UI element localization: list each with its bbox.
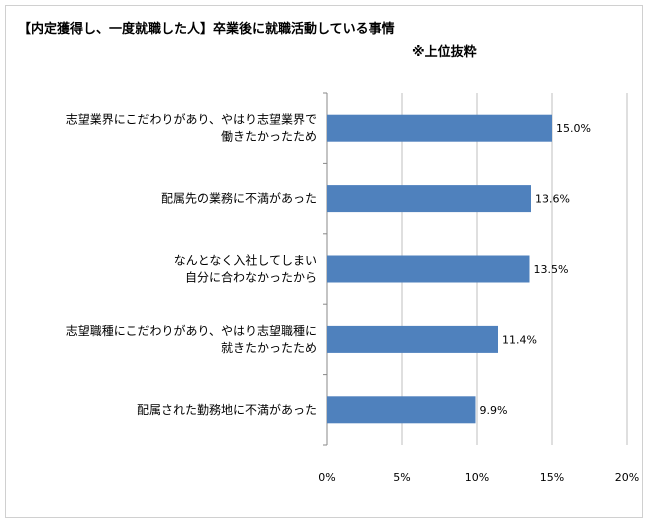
x-tick-label-10%: 10% — [465, 471, 489, 484]
bar-2 — [327, 185, 531, 213]
category-label-3-line-2: 自分に合わなかったから — [185, 270, 317, 285]
bar-5 — [327, 396, 476, 424]
x-tick-label-0%: 0% — [318, 471, 335, 484]
x-tick-label-15%: 15% — [540, 471, 564, 484]
category-label-2-line-1: 配属先の業務に不満があった — [161, 191, 317, 206]
category-label-1-line-1: 志望業界にこだわりがあり、やはり志望業界で — [66, 112, 317, 127]
category-label-1-line-2: 働きたかったため — [221, 130, 317, 144]
category-label-4-line-1: 志望職種にこだわりがあり、やはり志望職種に — [66, 323, 317, 338]
x-tick-label-5%: 5% — [393, 471, 410, 484]
bar-4 — [327, 325, 498, 353]
value-label-2: 13.6% — [535, 193, 570, 206]
value-label-4: 11.4% — [502, 333, 537, 346]
value-label-1: 15.0% — [556, 122, 591, 135]
x-tick-label-20%: 20% — [615, 471, 639, 484]
category-label-5-line-1: 配属された勤務地に不満があった — [137, 402, 317, 417]
bar-1 — [327, 114, 552, 142]
value-label-5: 9.9% — [480, 404, 508, 417]
chart-subtitle: ※上位抜粋 — [412, 45, 477, 60]
chart-title: 【内定獲得し、一度就職した人】卒業後に就職活動している事情 — [18, 22, 395, 37]
value-label-3: 13.5% — [534, 263, 569, 276]
chart-frame — [5, 5, 643, 518]
category-label-3-line-1: なんとなく入社してしまい — [174, 253, 317, 268]
bar-3 — [327, 255, 530, 283]
category-label-4-line-2: 就きたかったため — [221, 341, 317, 355]
